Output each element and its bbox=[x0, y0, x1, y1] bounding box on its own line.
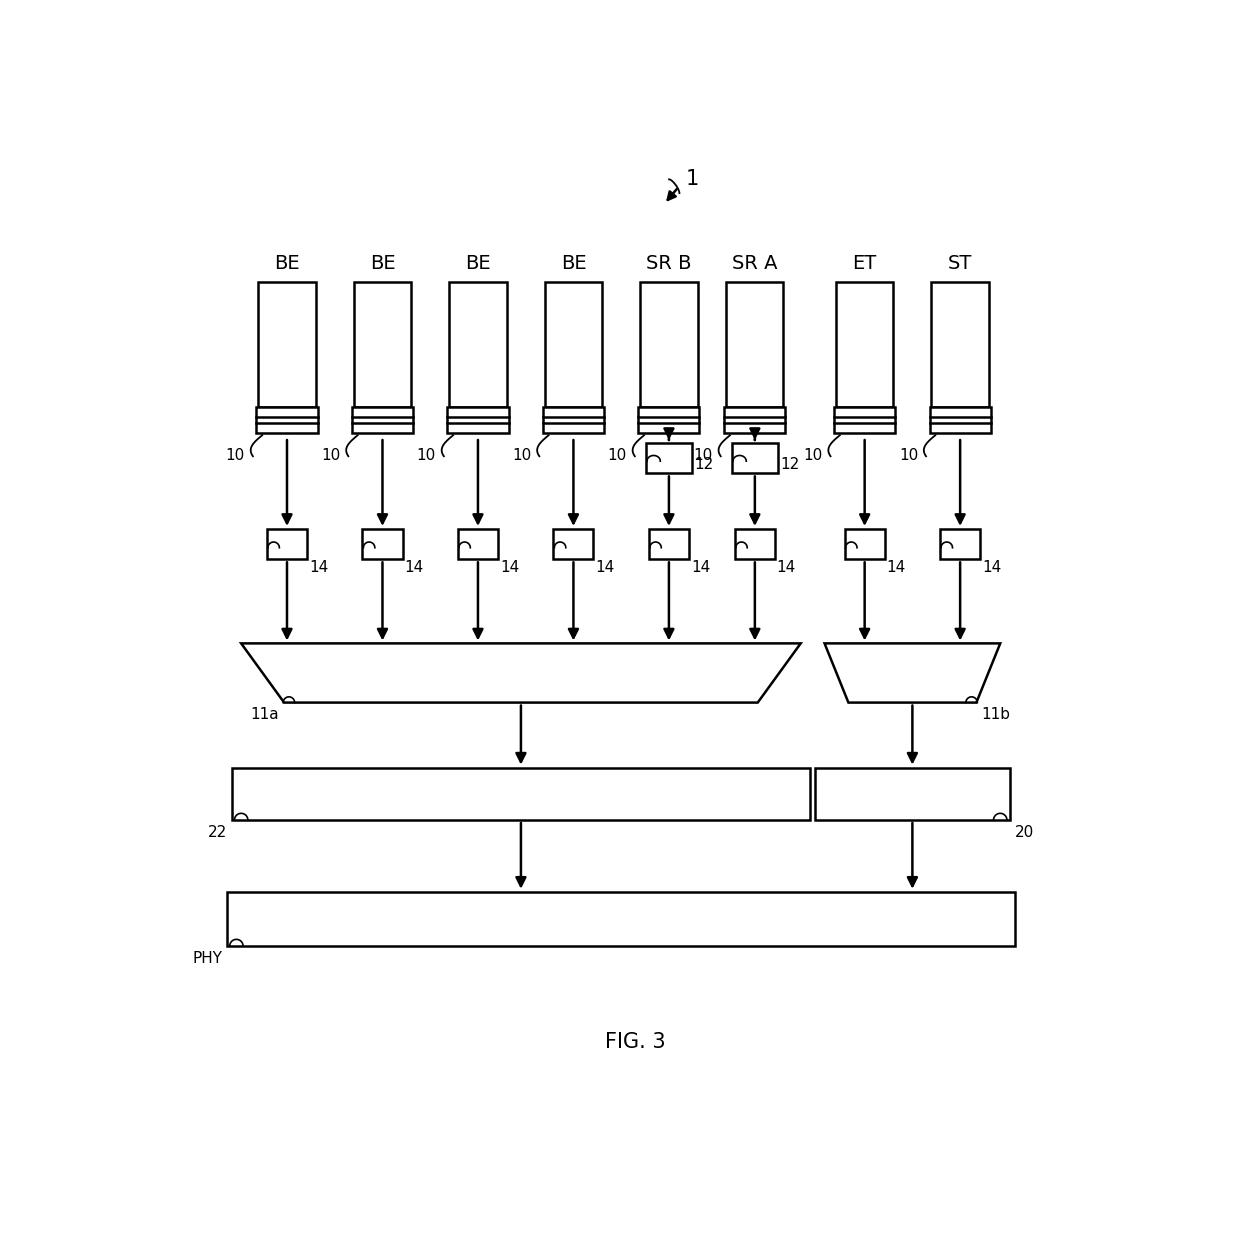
Bar bbox=[553, 528, 594, 559]
Text: BE: BE bbox=[465, 254, 491, 273]
Text: 10: 10 bbox=[226, 448, 246, 463]
Text: 10: 10 bbox=[417, 448, 436, 463]
Text: FIG. 3: FIG. 3 bbox=[605, 1032, 666, 1052]
Text: 14: 14 bbox=[500, 560, 520, 575]
Text: 20: 20 bbox=[1014, 825, 1034, 839]
Bar bbox=[732, 443, 777, 474]
Text: 1: 1 bbox=[686, 170, 699, 190]
Text: 10: 10 bbox=[512, 448, 532, 463]
Bar bbox=[257, 407, 317, 433]
Bar bbox=[448, 407, 508, 433]
Text: 11b: 11b bbox=[981, 707, 1011, 723]
Bar bbox=[815, 768, 1009, 820]
Text: BE: BE bbox=[370, 254, 396, 273]
Bar bbox=[844, 528, 884, 559]
Text: BE: BE bbox=[560, 254, 587, 273]
Text: PHY: PHY bbox=[192, 951, 222, 966]
Bar bbox=[727, 283, 784, 407]
Text: 14: 14 bbox=[691, 560, 711, 575]
Bar bbox=[836, 283, 893, 407]
Text: ST: ST bbox=[947, 254, 972, 273]
Text: 10: 10 bbox=[693, 448, 713, 463]
Text: 14: 14 bbox=[887, 560, 906, 575]
Bar bbox=[931, 283, 988, 407]
Text: 12: 12 bbox=[694, 456, 714, 471]
Text: 10: 10 bbox=[804, 448, 822, 463]
Bar bbox=[258, 283, 316, 407]
Bar bbox=[735, 528, 775, 559]
Text: 14: 14 bbox=[404, 560, 424, 575]
Bar bbox=[724, 407, 785, 433]
Text: SR B: SR B bbox=[646, 254, 692, 273]
Bar bbox=[544, 283, 603, 407]
Bar bbox=[640, 283, 698, 407]
Bar bbox=[352, 407, 413, 433]
Text: 11a: 11a bbox=[250, 707, 279, 723]
Bar bbox=[639, 407, 699, 433]
Bar bbox=[227, 892, 1014, 946]
Polygon shape bbox=[241, 644, 801, 703]
Text: 10: 10 bbox=[608, 448, 627, 463]
Bar bbox=[930, 407, 991, 433]
Text: BE: BE bbox=[274, 254, 300, 273]
Bar bbox=[835, 407, 895, 433]
Bar bbox=[232, 768, 810, 820]
Bar bbox=[940, 528, 980, 559]
Text: SR A: SR A bbox=[732, 254, 777, 273]
Text: 10: 10 bbox=[321, 448, 341, 463]
Polygon shape bbox=[825, 644, 1001, 703]
Text: 10: 10 bbox=[899, 448, 918, 463]
Bar bbox=[362, 528, 403, 559]
Bar bbox=[649, 528, 689, 559]
Text: 12: 12 bbox=[781, 456, 800, 471]
Bar bbox=[449, 283, 507, 407]
Text: 14: 14 bbox=[309, 560, 329, 575]
Bar bbox=[267, 528, 308, 559]
Bar bbox=[646, 443, 692, 474]
Text: ET: ET bbox=[853, 254, 877, 273]
Text: 14: 14 bbox=[595, 560, 615, 575]
Text: 14: 14 bbox=[776, 560, 796, 575]
Bar bbox=[353, 283, 412, 407]
Text: 14: 14 bbox=[982, 560, 1002, 575]
Bar bbox=[458, 528, 498, 559]
Bar bbox=[543, 407, 604, 433]
Text: 22: 22 bbox=[207, 825, 227, 839]
